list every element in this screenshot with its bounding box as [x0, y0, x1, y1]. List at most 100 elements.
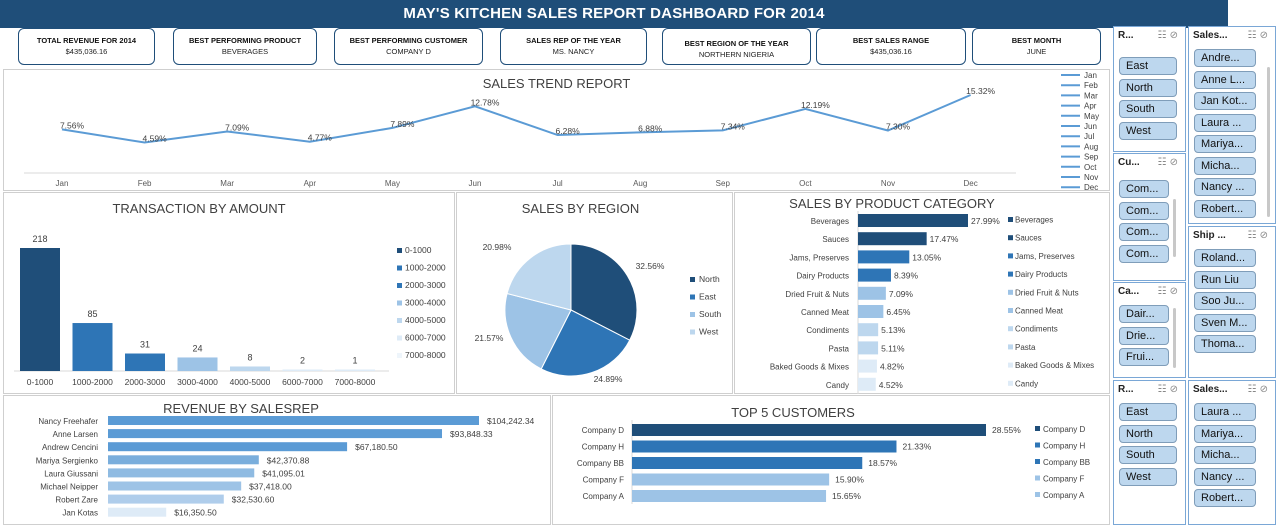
- slicer-item[interactable]: Andre...: [1194, 49, 1256, 67]
- x-tick-label: Jun: [469, 179, 482, 188]
- legend-swatch: [397, 300, 402, 306]
- multi-select-icon[interactable]: ☷: [1157, 30, 1170, 41]
- clear-filter-icon[interactable]: ⊘: [1169, 384, 1181, 395]
- y-tick-label: Company F: [583, 476, 624, 485]
- bar: [858, 323, 879, 337]
- slicer-item[interactable]: Sven M...: [1194, 313, 1256, 332]
- multi-select-icon[interactable]: ☷: [1247, 230, 1260, 241]
- y-tick-label: Company A: [583, 492, 625, 501]
- data-label: 4.77%: [308, 133, 333, 143]
- data-label: $32,530.60: [232, 495, 275, 505]
- slicer-item[interactable]: Soo Ju...: [1194, 292, 1256, 310]
- slicer-item[interactable]: Anne L...: [1194, 70, 1256, 89]
- slicer-item[interactable]: North: [1119, 78, 1177, 97]
- x-tick-label: Jul: [552, 179, 562, 188]
- legend-label: West: [699, 327, 719, 337]
- slicer-item[interactable]: Com...: [1119, 201, 1169, 220]
- slicer-scrollbar[interactable]: [1267, 67, 1270, 217]
- data-label: $93,848.33: [450, 429, 493, 439]
- slicer: R... ☷⊘ East North South West: [1113, 26, 1186, 152]
- slicer-item[interactable]: East: [1119, 403, 1177, 421]
- legend-label: 3000-4000: [405, 298, 446, 308]
- bar: [282, 369, 323, 371]
- slicer-item[interactable]: Nancy ...: [1194, 467, 1256, 486]
- y-tick-label: Dairy Products: [797, 272, 849, 281]
- bar: [108, 481, 242, 491]
- multi-select-icon[interactable]: ☷: [1157, 286, 1170, 297]
- legend-label: 7000-8000: [405, 350, 446, 360]
- kpi-value: BEVERAGES: [221, 47, 269, 56]
- data-label: 20.98%: [483, 242, 512, 252]
- data-label: 12.19%: [801, 100, 830, 110]
- pie-slice: [570, 243, 638, 341]
- slicer-item[interactable]: Jan Kot...: [1194, 92, 1256, 110]
- legend-label: Beverages: [1015, 216, 1053, 225]
- slicer-header: Ship ...: [1193, 230, 1226, 241]
- slicer-item[interactable]: Mariya...: [1194, 135, 1256, 153]
- slicer-item[interactable]: Dair...: [1119, 305, 1169, 323]
- slicer-item[interactable]: Com...: [1119, 223, 1169, 241]
- slicer-item[interactable]: Micha...: [1194, 446, 1256, 464]
- legend-label: Company F: [1043, 475, 1084, 484]
- y-tick-label: Jan Kotas: [62, 509, 98, 518]
- data-label: $67,180.50: [355, 442, 398, 452]
- kpi-label: BEST PERFORMING PRODUCT: [188, 36, 302, 45]
- slicer-item[interactable]: Mariya...: [1194, 424, 1256, 443]
- legend-swatch: [397, 353, 402, 358]
- legend-label: East: [699, 292, 717, 302]
- slicer-header: Cu...: [1118, 157, 1140, 168]
- slicer-item[interactable]: Nancy ...: [1194, 178, 1256, 196]
- multi-select-icon[interactable]: ☷: [1247, 30, 1260, 41]
- legend-label: Company A: [1043, 491, 1085, 500]
- dashboard-title: MAY'S KITCHEN SALES REPORT DASHBOARD FOR…: [0, 0, 1228, 28]
- clear-filter-icon[interactable]: ⊘: [1259, 30, 1271, 41]
- x-tick-label: Mar: [220, 179, 234, 188]
- clear-filter-icon[interactable]: ⊘: [1169, 286, 1181, 297]
- multi-select-icon[interactable]: ☷: [1247, 384, 1260, 395]
- y-tick-label: Candy: [826, 381, 849, 390]
- slicer-item[interactable]: North: [1119, 424, 1177, 443]
- legend-label: Company BB: [1043, 458, 1090, 467]
- clear-filter-icon[interactable]: ⊘: [1169, 157, 1181, 168]
- slicer-item[interactable]: West: [1119, 467, 1177, 486]
- slicer-item[interactable]: Laura ...: [1194, 403, 1256, 421]
- slicer-tools: ☷⊘: [1158, 30, 1181, 41]
- slicer-item[interactable]: Robert...: [1194, 489, 1256, 507]
- data-label: 15.65%: [832, 491, 861, 501]
- slicer-item[interactable]: South: [1119, 100, 1177, 118]
- bar: [108, 507, 167, 517]
- y-tick-label: Dried Fruit & Nuts: [785, 290, 849, 299]
- legend-label: Sep: [1084, 153, 1099, 162]
- legend-label: Apr: [1084, 102, 1097, 111]
- slicer-scrollbar[interactable]: [1173, 308, 1176, 368]
- multi-select-icon[interactable]: ☷: [1157, 384, 1170, 395]
- slicer-item[interactable]: Run Liu: [1194, 270, 1256, 289]
- clear-filter-icon[interactable]: ⊘: [1169, 30, 1181, 41]
- kpi-value: COMPANY D: [386, 47, 431, 56]
- clear-filter-icon[interactable]: ⊘: [1259, 384, 1271, 395]
- kpi-best-region: BEST REGION OF THE YEAR NORTHERN NIGERIA: [662, 28, 811, 65]
- transaction-panel: TRANSACTION BY AMOUNT 218 0-1000 85 1000-20…: [3, 192, 455, 394]
- multi-select-icon[interactable]: ☷: [1157, 157, 1170, 168]
- slicer-item[interactable]: Laura ...: [1194, 113, 1256, 132]
- clear-filter-icon[interactable]: ⊘: [1259, 230, 1271, 241]
- data-label: 27.99%: [971, 216, 1000, 226]
- slicer-item[interactable]: Thoma...: [1194, 335, 1256, 353]
- slicer-item[interactable]: Micha...: [1194, 156, 1256, 175]
- slicer-item[interactable]: Roland...: [1194, 249, 1256, 267]
- slicer-item[interactable]: Com...: [1119, 180, 1169, 198]
- pie-slice: [506, 243, 572, 311]
- kpi-label: TOTAL REVENUE FOR 2014: [36, 36, 137, 45]
- slicer-item[interactable]: Drie...: [1119, 326, 1169, 345]
- data-label: 85: [87, 309, 97, 319]
- slicer-item[interactable]: Robert...: [1194, 199, 1256, 218]
- slicer-item[interactable]: East: [1119, 57, 1177, 75]
- slicer-item[interactable]: South: [1119, 446, 1177, 464]
- legend-label: South: [699, 309, 721, 319]
- slicer-item[interactable]: Com...: [1119, 244, 1169, 263]
- slicer: Sales... ☷⊘ Laura ... Mariya... Micha... Nanc…: [1188, 380, 1276, 525]
- slicer-item[interactable]: Frui...: [1119, 348, 1169, 366]
- slicer-item[interactable]: West: [1119, 121, 1177, 140]
- slicer-scrollbar[interactable]: [1173, 199, 1176, 257]
- slicer-header: R...: [1118, 30, 1134, 41]
